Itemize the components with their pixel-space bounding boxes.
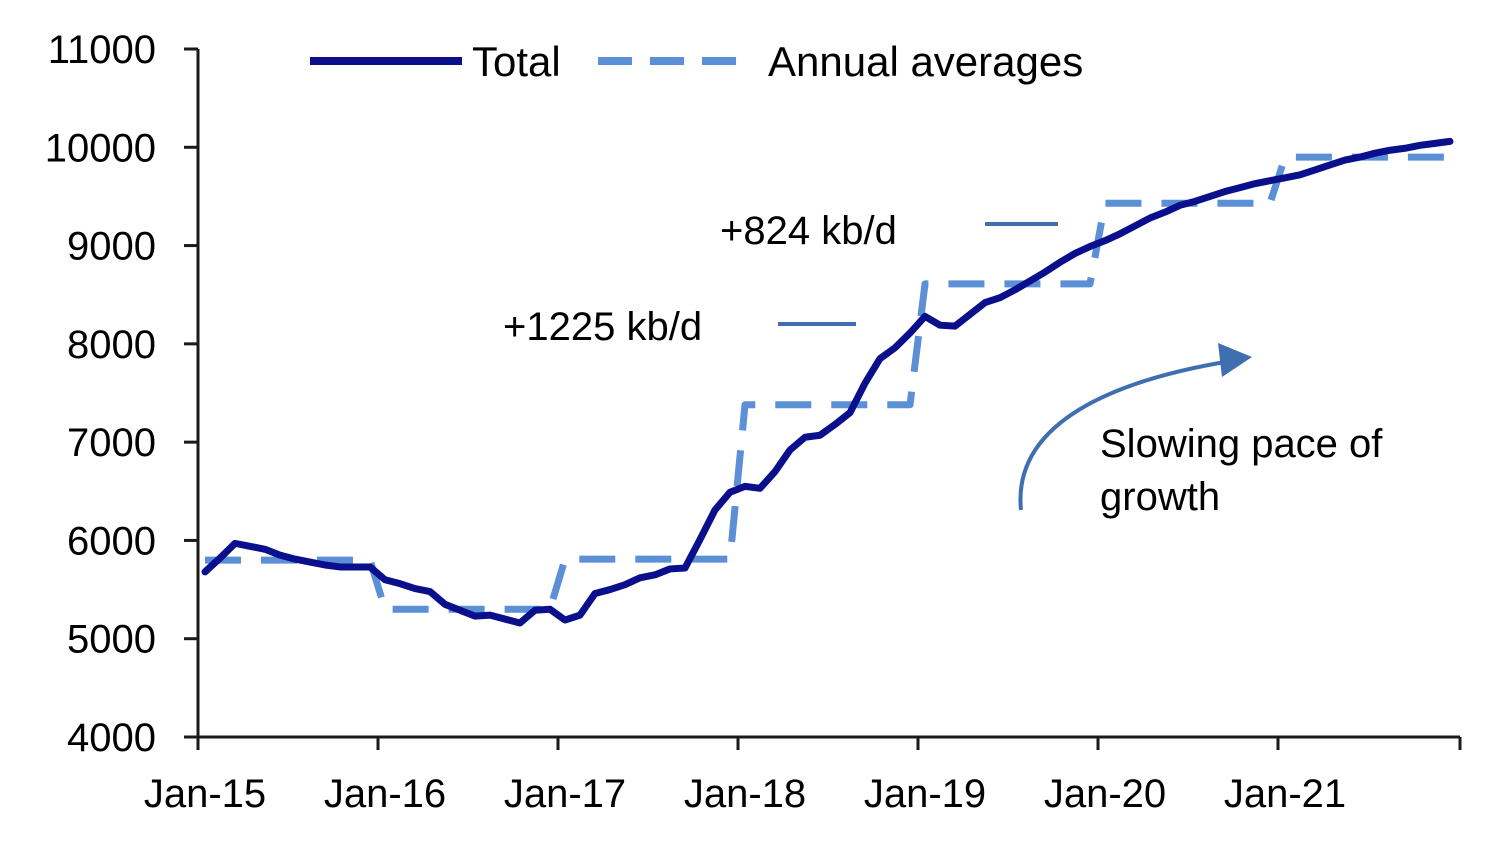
series-line-total (201, 137, 1454, 627)
y-tick-label: 10000 (45, 126, 156, 170)
y-tick-label: 11000 (48, 28, 156, 72)
chart-annotations: +824 kb/d +1225 kb/d Slowing pace of growth (503, 209, 1383, 519)
chart-axes: 4000 5000 6000 7000 8000 9000 10000 11000 Jan-15… (45, 28, 1462, 816)
x-tick-label: Jan-19 (864, 772, 986, 816)
annotation-arrowhead (1218, 343, 1252, 377)
annotation-1225-label: +1225 kb/d (503, 305, 702, 349)
y-tick-label: 6000 (67, 519, 156, 563)
chart-legend: Total Annual averages (310, 38, 1083, 85)
y-tick-label: 5000 (67, 618, 156, 662)
x-tick-label: Jan-20 (1044, 772, 1166, 816)
x-tick-label: Jan-18 (684, 772, 806, 816)
annotation-slowing-label: Slowing pace of (1100, 422, 1383, 466)
y-tick-label: 7000 (67, 421, 156, 465)
chart-series (201, 137, 1454, 627)
y-tick-label: 9000 (67, 225, 156, 269)
series-line-annual-averages (205, 153, 1450, 613)
annotation-curved-arrow (1018, 360, 1226, 511)
x-tick-label: Jan-21 (1224, 772, 1346, 816)
annotation-growth-label: growth (1100, 475, 1220, 519)
y-tick-label: 8000 (67, 323, 156, 367)
x-tick-label: Jan-15 (144, 772, 266, 816)
x-tick-label: Jan-17 (504, 772, 626, 816)
y-tick-label: 4000 (67, 716, 156, 760)
legend-label-total: Total (472, 38, 561, 85)
annotation-824-label: +824 kb/d (720, 209, 897, 253)
x-tick-label: Jan-16 (324, 772, 446, 816)
legend-label-annual-averages: Annual averages (768, 38, 1083, 85)
